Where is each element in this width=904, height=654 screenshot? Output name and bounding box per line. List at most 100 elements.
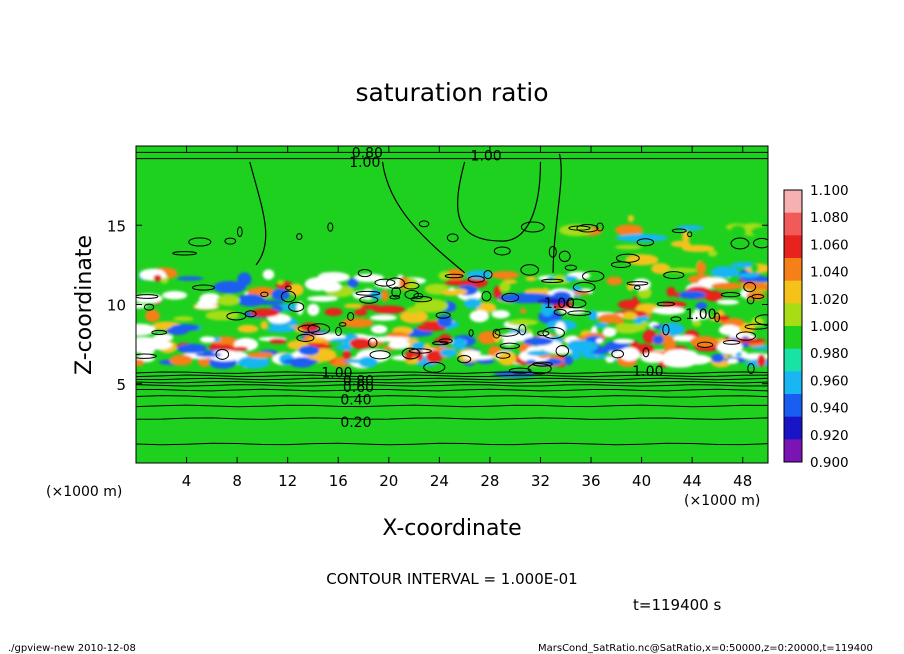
contour-line [136, 404, 768, 408]
field-blob [727, 358, 739, 364]
field-blob [388, 340, 410, 350]
contour-label: 0.80 [343, 374, 374, 390]
field-blob [345, 359, 366, 364]
contour-line [151, 329, 168, 335]
field-blob [330, 338, 357, 343]
contour-line [367, 337, 378, 348]
contour-line [296, 233, 303, 241]
field-blob [324, 307, 343, 317]
contour-line [457, 161, 542, 242]
field-blob [696, 261, 707, 275]
plot-area: 0.801.00 1.001.001.001.001.000.800.600.40… [136, 145, 768, 463]
contour-line [136, 442, 768, 446]
field-blob [307, 295, 338, 302]
contour-line [720, 292, 741, 298]
contour-line [249, 161, 267, 266]
field-blob [690, 311, 710, 320]
field-blob [440, 348, 457, 358]
field-blob [416, 324, 447, 332]
field-blob [136, 342, 159, 351]
field-blob [354, 308, 368, 316]
x-tick-label: 24 [430, 472, 449, 490]
contour-line [136, 294, 159, 299]
colorbar-label: 0.980 [810, 346, 849, 362]
field-blob [563, 355, 574, 366]
contour-label: 0.20 [340, 415, 371, 431]
contour-line [633, 285, 641, 290]
field-blob [246, 351, 274, 359]
contour-label: 1.00 [321, 366, 352, 382]
colorbar-swatch [784, 235, 802, 259]
field-blob [631, 296, 638, 309]
contour-line [495, 352, 511, 359]
field-blob [237, 355, 270, 369]
field-blob [197, 300, 215, 306]
field-blob [341, 342, 353, 352]
contour-line [493, 246, 511, 256]
contour-label: 0.80 [352, 145, 383, 161]
contour-line [438, 338, 453, 344]
colorbar-label: 1.020 [810, 292, 849, 308]
y-tick-label: 15 [107, 217, 126, 235]
field-blob [526, 350, 551, 356]
field-blob [691, 320, 702, 327]
contour-line [663, 271, 685, 280]
field-blob [716, 340, 743, 355]
contour-line [532, 361, 553, 367]
field-blob [250, 308, 280, 318]
colorbar-swatch [784, 416, 802, 440]
field-blob [236, 294, 265, 307]
field-blob [344, 303, 364, 309]
contour-line [746, 296, 755, 305]
field-blob [595, 338, 604, 344]
field-blob [507, 318, 538, 326]
field-blob [757, 354, 766, 367]
field-blob [717, 299, 739, 305]
field-blob [426, 349, 443, 364]
field-blob [298, 345, 320, 356]
field-blob [759, 284, 768, 291]
contour-line [499, 342, 520, 350]
field-blob [438, 271, 451, 281]
field-blob [162, 291, 188, 300]
footer-right: MarsCond_SatRatio.nc@SatRatio,x=0:50000,… [538, 643, 873, 654]
contour-line [743, 281, 757, 293]
field-blob [166, 326, 189, 335]
footer-left: ./gpview-new 2010-12-08 [8, 643, 136, 654]
colorbar-label: 1.060 [810, 237, 849, 253]
contour-line [576, 223, 599, 233]
field-blob [493, 285, 502, 299]
field-blob [145, 309, 160, 323]
contour-line [307, 323, 331, 335]
field-blob [136, 323, 156, 336]
field-blob [523, 336, 553, 346]
contour-label: 1.00 [349, 155, 380, 171]
field-blob [524, 288, 551, 295]
field-blob [414, 298, 449, 313]
field-blob [710, 266, 740, 278]
field-blob [678, 350, 698, 360]
field-blob [566, 340, 598, 354]
x-tick-label: 8 [232, 472, 242, 490]
field-blob [267, 325, 296, 333]
contour-line [369, 350, 391, 360]
contour-line [357, 269, 372, 278]
x-unit-label-right: (×1000 m) [684, 493, 760, 509]
field-blob [237, 324, 259, 333]
contour-line [722, 340, 741, 345]
field-blob [625, 254, 659, 266]
field-blob [615, 233, 668, 242]
contour-label: 1.00 [544, 296, 575, 312]
field-blob [200, 336, 215, 343]
colorbar-swatch [784, 348, 802, 372]
field-blob [139, 268, 166, 281]
field-blob [707, 250, 718, 257]
colorbar-label: 1.040 [810, 265, 849, 281]
colorbar-swatch [784, 303, 802, 327]
field-blob [615, 224, 644, 236]
contour-line [671, 228, 687, 234]
field-blob [271, 288, 290, 301]
field-blob [676, 225, 704, 231]
x-tick-label: 32 [531, 472, 550, 490]
